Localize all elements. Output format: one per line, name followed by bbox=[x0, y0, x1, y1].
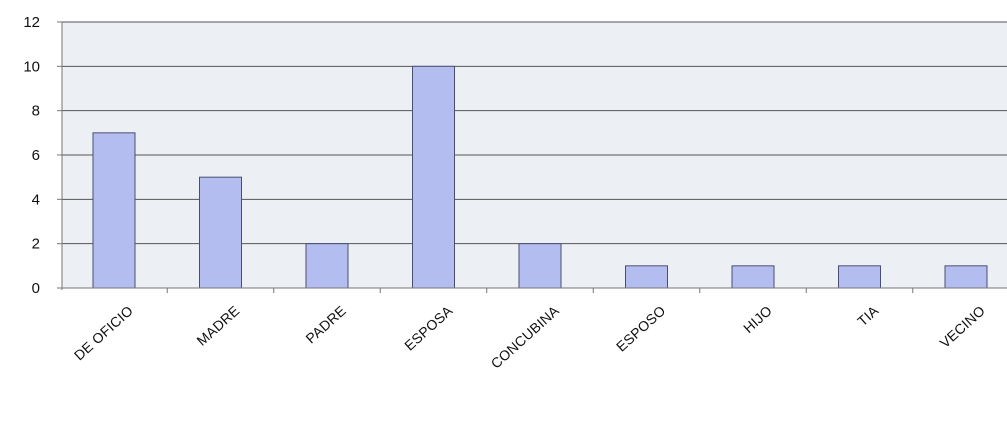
y-tick-label: 4 bbox=[32, 191, 40, 208]
bar bbox=[625, 265, 668, 289]
bar bbox=[305, 243, 349, 289]
y-tick-label: 10 bbox=[23, 58, 40, 75]
y-tick-label: 12 bbox=[23, 14, 40, 31]
x-tick-label: VECINO bbox=[937, 302, 988, 351]
y-tick-label: 0 bbox=[32, 280, 40, 297]
x-tick-label: HIJO bbox=[740, 302, 775, 336]
x-tick-label: PADRE bbox=[302, 302, 349, 346]
bar bbox=[92, 132, 136, 289]
bar bbox=[412, 65, 455, 289]
bar bbox=[518, 243, 562, 289]
bars bbox=[92, 65, 988, 289]
y-tick-labels: 0 2 4 6 8 10 12 bbox=[23, 14, 62, 297]
x-tick-label: CONCUBINA bbox=[488, 302, 563, 372]
bar bbox=[731, 265, 775, 289]
x-tick-label: MADRE bbox=[193, 302, 242, 348]
y-tick-label: 6 bbox=[32, 147, 40, 164]
x-tick-label: ESPOSA bbox=[401, 302, 456, 354]
x-tick-label: TIA bbox=[854, 302, 882, 329]
y-tick-label: 2 bbox=[32, 236, 40, 253]
x-tick-labels: DE OFICIO MADRE PADRE ESPOSA CONCUBINA ESPOSO… bbox=[71, 288, 988, 372]
bar bbox=[838, 265, 881, 289]
bar bbox=[944, 265, 988, 289]
x-tick-label: DE OFICIO bbox=[71, 302, 136, 363]
x-tick-label: ESPOSO bbox=[613, 302, 669, 354]
bar bbox=[199, 176, 242, 289]
y-tick-label: 8 bbox=[32, 103, 40, 120]
